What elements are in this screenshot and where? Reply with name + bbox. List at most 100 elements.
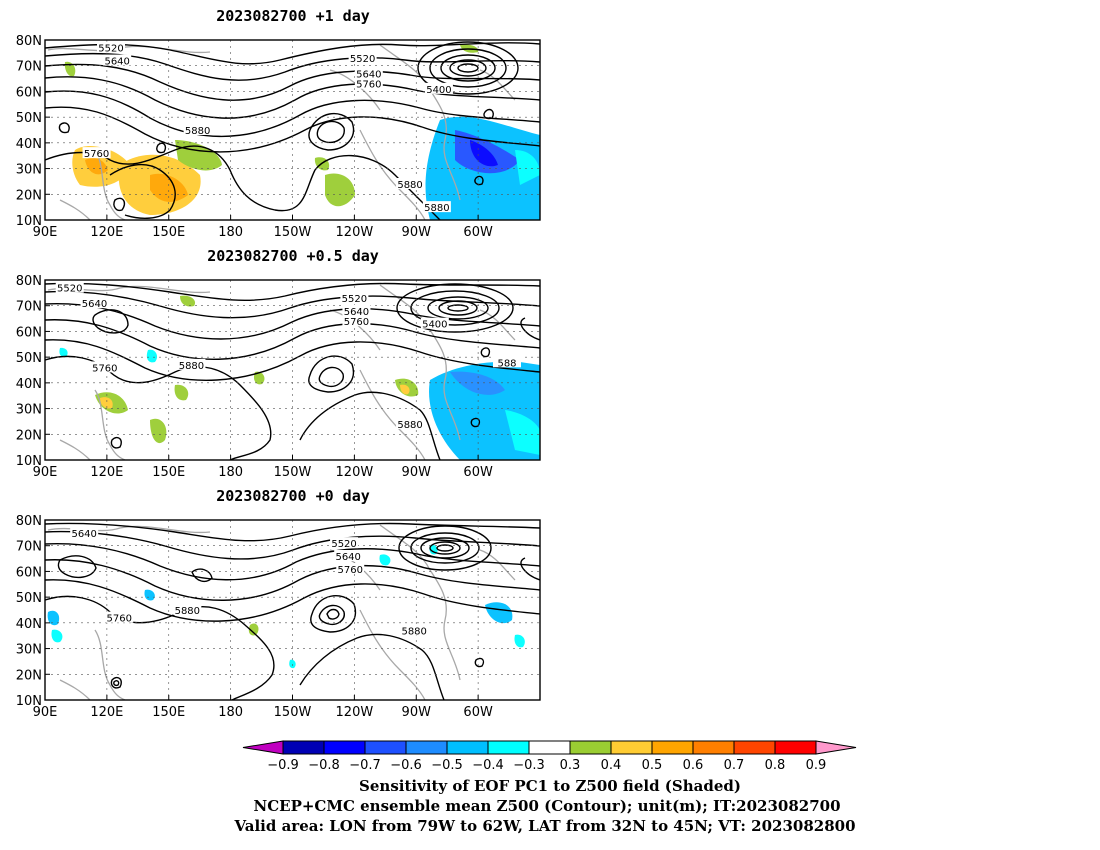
y-tick-label: 50N [16, 111, 42, 126]
map-plot-area [45, 280, 540, 460]
x-tick-label: 180 [218, 465, 243, 480]
contour-label: 5400 [422, 320, 447, 331]
contour-label: 5640 [356, 69, 381, 80]
contour-label: 5520 [342, 294, 367, 305]
y-tick-label: 60N [16, 565, 42, 580]
x-tick-labels: 90E 120E 150E 180 150W 120W 90W 60W [33, 215, 493, 240]
x-tick-label: 180 [218, 225, 243, 240]
contour-label-background [493, 356, 521, 368]
contour-label-background [97, 41, 125, 53]
contour-label: 5640 [335, 552, 360, 563]
caption-line-2: NCEP+CMC ensemble mean Z500 (Contour); u… [254, 797, 841, 815]
x-tick-label: 120W [336, 225, 374, 240]
y-tick-labels: 80N 70N 60N 50N 40N 30N 20N 10N [16, 274, 50, 469]
x-tick-label: 90W [402, 465, 432, 480]
colorbar-label: 0.4 [601, 758, 622, 773]
caption-line-1: Sensitivity of EOF PC1 to Z500 field (Sh… [359, 777, 741, 795]
colorbar-label: 0.9 [806, 758, 827, 773]
x-tick-label: 120E [90, 225, 123, 240]
contour-label: 5640 [344, 307, 369, 318]
y-tick-label: 10N [16, 214, 42, 229]
contour-label: 5880 [179, 361, 204, 372]
colorbar-swatch [282, 740, 325, 755]
y-tick-label: 40N [16, 617, 42, 632]
y-tick-label: 50N [16, 351, 42, 366]
x-tick-label: 120W [336, 465, 374, 480]
x-tick-label: 90E [33, 705, 58, 720]
contour-labels: 5640 5520 5640 5760 5880 5760 5880 [70, 526, 429, 638]
contour-label: 5520 [350, 54, 375, 65]
contour-label-background [348, 52, 377, 63]
colorbar-right-arrow [815, 740, 857, 755]
contour-label-background [336, 562, 365, 574]
contour-label-background [177, 358, 206, 370]
contour-label-background [105, 611, 134, 623]
colorbar-label: −0.9 [267, 758, 299, 773]
coastlines [47, 284, 516, 460]
x-tick-label: 150E [152, 705, 185, 720]
contour-label: 5760 [92, 363, 117, 374]
colorbar-swatch [364, 740, 407, 755]
x-tick-label: 90W [402, 225, 432, 240]
colorbar-swatch [569, 740, 612, 755]
sensitivity-shading [64, 44, 540, 220]
y-tick-label: 80N [16, 274, 42, 289]
y-tick-label: 30N [16, 163, 42, 178]
x-tick-label: 120W [336, 705, 374, 720]
colorbar-labels: −0.9 −0.8 −0.7 −0.6 −0.5 −0.4 −0.3 0.3 0.4 0.5 0.6… [267, 758, 826, 773]
contour-label-background [80, 297, 109, 309]
y-tick-labels: 80N 70N 60N 50N 40N 30N 20N 10N [16, 34, 50, 229]
y-tick-label: 20N [16, 428, 42, 443]
sensitivity-shading [59, 295, 540, 460]
contour-label-background [396, 418, 425, 429]
colorbar-swatch [528, 740, 571, 755]
colorbar-label: −0.6 [390, 758, 422, 773]
contour-label: 5880 [185, 126, 210, 137]
contour-label: 5880 [397, 180, 422, 191]
colorbar-swatch [692, 740, 735, 755]
colorbar-label: −0.5 [431, 758, 463, 773]
colorbar-swatch [774, 740, 817, 755]
colorbar-swatch [733, 740, 776, 755]
contour-label: 5880 [175, 606, 200, 617]
contour-label-background [90, 361, 119, 373]
contour-label: 5640 [71, 529, 96, 540]
map-panel-plus-1-day: 2023082700 +1 day [16, 7, 541, 240]
contour-label-background [340, 292, 369, 303]
colorbar-left-arrow [242, 740, 284, 755]
y-tick-label: 30N [16, 403, 42, 418]
contour-label-background [173, 604, 202, 615]
contour-label-background [396, 178, 425, 189]
contour-label-background [82, 147, 111, 159]
contour-label-background [70, 526, 99, 538]
contour-label: 5760 [344, 317, 369, 328]
contour-label: 5880 [401, 627, 426, 638]
y-tick-label: 30N [16, 643, 42, 658]
x-tick-label: 90E [33, 465, 58, 480]
y-tick-label: 80N [16, 514, 42, 529]
x-tick-label: 60W [463, 465, 493, 480]
contour-label: 5520 [98, 44, 123, 55]
contour-label: 5640 [82, 299, 107, 310]
map-plot-area [45, 520, 540, 700]
colorbar-label: −0.4 [472, 758, 504, 773]
y-tick-label: 70N [16, 540, 42, 555]
colorbar-swatch [610, 740, 653, 755]
colorbar-swatch [651, 740, 694, 755]
colorbar-label: 0.7 [724, 758, 745, 773]
contour-label: 5400 [426, 85, 451, 96]
contour-label: 5760 [338, 565, 363, 576]
contour-label-background [400, 624, 429, 636]
contour-label-background [420, 317, 449, 329]
colorbar-swatches [242, 740, 857, 755]
x-tick-label: 60W [463, 705, 493, 720]
colorbar-swatch [323, 740, 366, 755]
colorbar-label: −0.3 [513, 758, 545, 773]
colorbar-label: 0.5 [642, 758, 663, 773]
y-tick-label: 80N [16, 34, 42, 49]
y-tick-label: 10N [16, 454, 42, 469]
colorbar-swatch [487, 740, 530, 755]
